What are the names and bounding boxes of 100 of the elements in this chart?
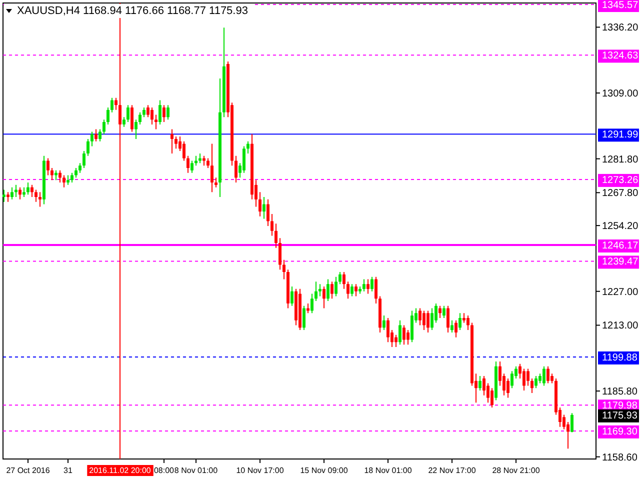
candlestick [186, 155, 190, 174]
ref-line-label: 1291.99 [602, 130, 639, 141]
candlestick [326, 278, 330, 302]
candlestick [134, 119, 138, 140]
x-tick-label: 15 Nov 09:00 [300, 466, 348, 475]
candlestick [374, 276, 378, 304]
candlestick [190, 160, 194, 174]
candlestick [182, 140, 186, 162]
candlestick [2, 189, 6, 202]
candlestick [158, 100, 162, 125]
candlestick [446, 305, 450, 333]
candlestick [102, 119, 106, 135]
candlestick [386, 317, 390, 343]
candlestick [274, 223, 278, 248]
x-tick-label: 28 Nov 21:00 [492, 466, 540, 475]
candlestick [442, 305, 446, 318]
candlestick [346, 281, 350, 300]
candlestick [562, 414, 566, 430]
candlestick [570, 412, 574, 433]
candlestick [10, 186, 14, 200]
candlestick [542, 366, 546, 386]
candlestick [354, 284, 358, 297]
candlestick [34, 189, 38, 202]
ref-line-label: 1273.26 [602, 174, 639, 186]
chart-title: XAUUSD,H4 1168.94 1176.66 1168.77 1175.93 [17, 5, 248, 17]
candlestick [430, 308, 434, 331]
candlestick [142, 107, 146, 118]
ref-line-label: 1246.17 [602, 240, 639, 252]
candlestick [462, 312, 466, 324]
y-tick-label: 1213.00 [602, 320, 639, 332]
candlestick [342, 272, 346, 290]
candlestick [490, 388, 494, 408]
candlestick [278, 238, 282, 270]
candlestick [74, 167, 78, 178]
candlestick [50, 167, 54, 181]
candlestick [458, 312, 462, 331]
x-tick-label: 31 [64, 466, 73, 475]
candlestick [26, 182, 30, 196]
candlestick [438, 305, 442, 318]
candlestick [266, 198, 270, 227]
ref-line-label: 1345.57 [602, 0, 639, 12]
candlestick [334, 276, 338, 297]
candlestick [242, 146, 246, 174]
candlestick [70, 172, 74, 183]
candlestick [90, 131, 94, 147]
candlestick [38, 192, 42, 208]
candlestick [422, 310, 426, 331]
candlestick [58, 170, 62, 183]
candlestick [362, 278, 366, 292]
candlestick [530, 378, 534, 394]
candlestick [66, 174, 70, 186]
candlestick [566, 421, 570, 450]
candlestick [290, 286, 294, 306]
candlestick [302, 305, 306, 331]
x-tick-label: 18 Nov 01:00 [364, 466, 412, 475]
candlestick [282, 259, 286, 280]
x-tick-label: 27 Oct 2016 [6, 466, 50, 475]
y-tick-label: 1267.80 [602, 188, 639, 200]
candlestick [78, 162, 82, 174]
candlestick [246, 140, 250, 154]
candlestick [194, 155, 198, 166]
candlestick [510, 370, 514, 389]
ref-line-label: 1199.88 [602, 352, 638, 364]
candlestick [170, 128, 174, 154]
candlestick [62, 174, 66, 188]
candlestick [258, 192, 262, 217]
y-tick-label: 1254.20 [602, 221, 639, 232]
x-tick-label: 22 Nov 17:00 [428, 466, 476, 475]
x-tick-label: 2016.11.02 20:00 [89, 466, 152, 475]
candlestick [382, 315, 386, 331]
candlestick [478, 376, 482, 392]
candlestick [322, 286, 326, 309]
candlestick [114, 97, 118, 110]
candlestick [402, 324, 406, 346]
candlestick [350, 284, 354, 297]
candlestick [110, 97, 114, 113]
candlestick [550, 373, 554, 384]
candlestick [18, 186, 22, 200]
candlestick [370, 276, 374, 292]
candlestick [526, 368, 530, 386]
candlestick [330, 281, 334, 300]
candlestick [130, 104, 134, 132]
candlestick [98, 128, 102, 142]
candlestick [46, 158, 50, 176]
ref-line-label: 1324.63 [602, 50, 639, 62]
candlestick [482, 376, 486, 396]
candlestick [86, 138, 90, 156]
candlestick [150, 107, 154, 125]
candlestick [106, 107, 110, 125]
candlestick [466, 315, 470, 331]
candlestick [122, 116, 126, 128]
y-tick-label: 1309.00 [602, 88, 639, 100]
candlestick [126, 104, 130, 123]
candlestick [94, 128, 98, 142]
candlestick [450, 320, 454, 333]
candlestick [538, 373, 542, 384]
candlestick [6, 192, 10, 202]
candlestick [174, 136, 178, 150]
candlestick [426, 310, 430, 333]
y-tick-label: 1185.80 [602, 386, 638, 398]
